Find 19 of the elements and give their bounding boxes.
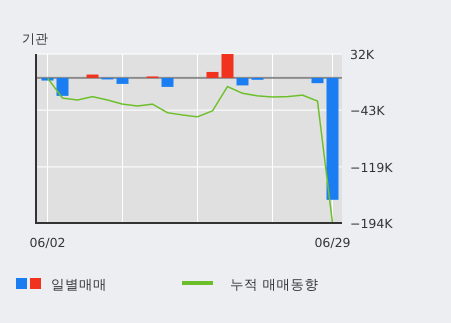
bar bbox=[326, 78, 338, 200]
y-tick-label: −119K bbox=[350, 160, 394, 175]
y-tick-label: 32K bbox=[350, 47, 375, 62]
bar bbox=[56, 78, 68, 96]
bar bbox=[206, 72, 218, 78]
bar bbox=[162, 78, 174, 87]
line-series bbox=[46, 77, 334, 224]
x-tick-label: 06/29 bbox=[314, 235, 351, 250]
bar bbox=[236, 78, 248, 86]
chart-title: 기관 bbox=[22, 32, 48, 47]
legend-label: 일별매매 bbox=[51, 277, 107, 293]
y-tick-label: −194K bbox=[350, 216, 394, 231]
bar bbox=[116, 78, 128, 84]
bar bbox=[312, 78, 324, 84]
bar bbox=[222, 54, 234, 78]
bar bbox=[86, 74, 98, 78]
x-tick-label: 06/02 bbox=[29, 235, 66, 250]
y-tick-label: −43K bbox=[350, 103, 386, 118]
legend-label: 누적 매매동향 bbox=[230, 277, 318, 293]
